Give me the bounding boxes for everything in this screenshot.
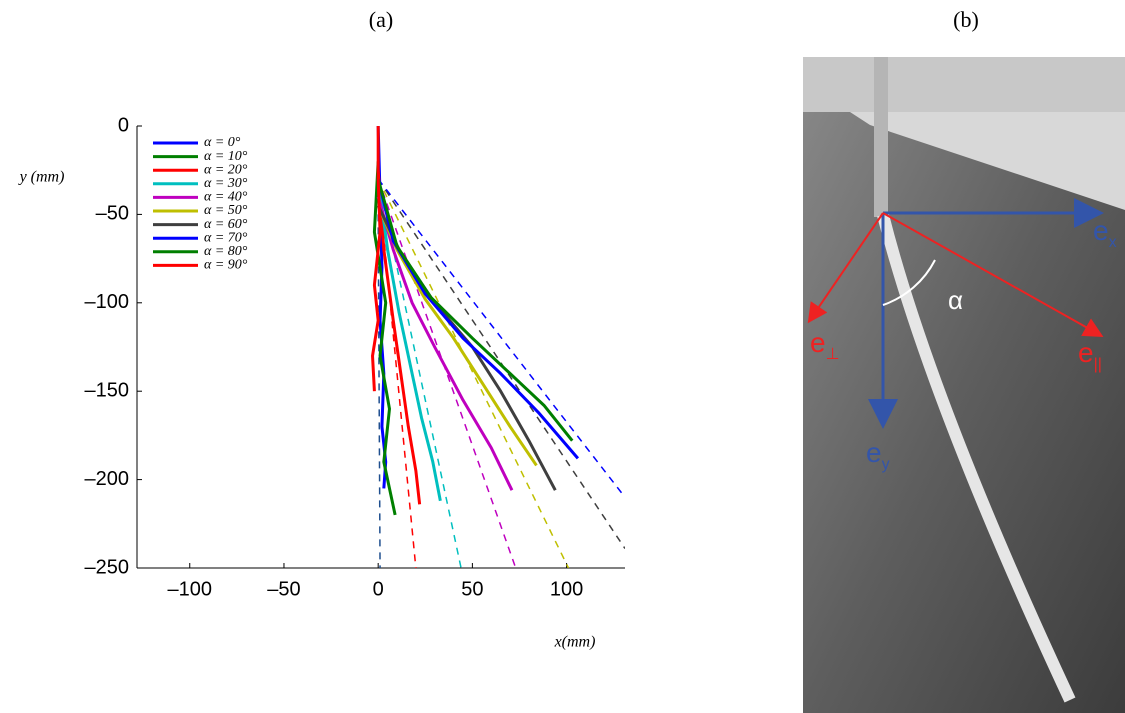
- y-tick-label: –100: [85, 291, 130, 313]
- fit-line: [377, 178, 570, 568]
- legend-label: α = 0°: [204, 135, 241, 150]
- series-line: [371, 126, 382, 392]
- y-axis-label: y (mm): [18, 169, 65, 186]
- legend-label: α = 90°: [204, 258, 248, 273]
- y-tick-label: –250: [85, 556, 130, 578]
- x-axis-label: x(mm): [554, 634, 596, 651]
- legend-label: α = 60°: [204, 217, 248, 232]
- x-tick-label: 50: [461, 578, 483, 600]
- x-tick-label: 100: [550, 578, 583, 600]
- panel-title: (a): [369, 7, 393, 32]
- photo-edge: [803, 112, 1125, 210]
- vector-label: e: [866, 437, 882, 468]
- fit-line: [377, 214, 381, 568]
- fit-line: [377, 178, 625, 498]
- x-tick-label: –50: [267, 578, 300, 600]
- plot-area: [371, 126, 625, 568]
- vector-label: ex: [1093, 215, 1117, 251]
- fit-line: [377, 178, 517, 568]
- series-line: [376, 178, 442, 502]
- x-tick-label: 0: [373, 578, 384, 600]
- legend-label: α = 80°: [204, 244, 248, 259]
- vector-subscript: ||: [1094, 356, 1102, 373]
- vector-subscript: x: [1109, 234, 1117, 251]
- y-tick-label: –150: [85, 379, 130, 401]
- angle-label: α: [948, 285, 963, 315]
- legend-label: α = 40°: [204, 190, 248, 205]
- x-tick-label: –100: [168, 578, 213, 600]
- legend-label: α = 50°: [204, 203, 248, 218]
- vector-subscript: ⊥: [826, 346, 840, 363]
- vector-label: ey: [866, 437, 890, 473]
- legend-label: α = 20°: [204, 162, 248, 177]
- series-line: [376, 196, 514, 491]
- vector-label: e: [1093, 215, 1109, 246]
- y-tick-label: 0: [118, 114, 129, 136]
- crack: [877, 213, 1076, 703]
- series-line: [376, 178, 580, 460]
- series-line: [376, 204, 557, 491]
- legend-label: α = 30°: [204, 176, 248, 191]
- series-line: [376, 178, 574, 442]
- vector-subscript: y: [882, 456, 890, 473]
- angle-arc: [882, 259, 936, 306]
- axis-arrow: [807, 212, 884, 324]
- vector-label: e: [810, 327, 826, 358]
- vector-label: e: [1078, 337, 1094, 368]
- vector-label: e⊥: [810, 327, 840, 363]
- needle: [874, 57, 888, 217]
- y-tick-label: –200: [85, 468, 130, 490]
- series-line: [372, 161, 397, 516]
- vector-label: e||: [1078, 337, 1102, 373]
- y-tick-label: –50: [96, 203, 129, 225]
- series-line: [376, 170, 422, 505]
- photo-top: [803, 57, 1125, 112]
- panel-title: (b): [953, 7, 979, 32]
- photo: α ex ey e⊥ e||: [803, 57, 1125, 713]
- axis-arrow: [882, 212, 1104, 337]
- legend-label: α = 70°: [204, 230, 248, 245]
- legend-label: α = 10°: [204, 149, 248, 164]
